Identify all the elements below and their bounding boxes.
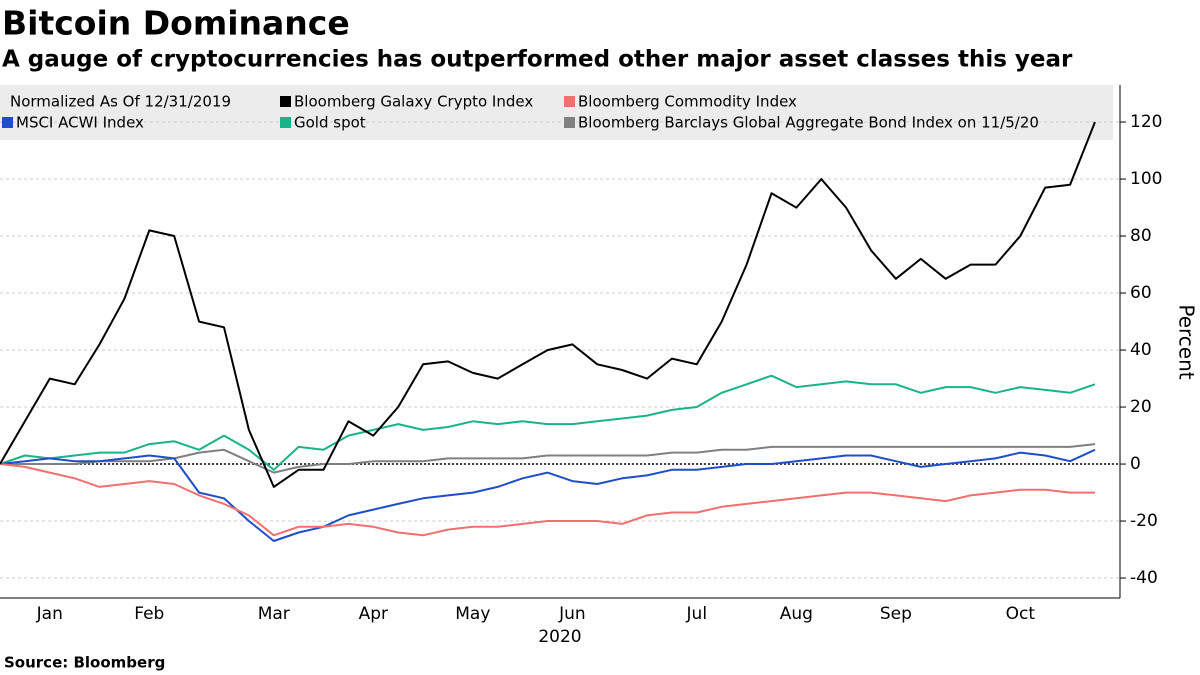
- y-tick-label: 20: [1130, 397, 1152, 417]
- legend-swatch: [280, 96, 291, 107]
- y-tick-label: -20: [1130, 511, 1158, 531]
- legend-swatch: [280, 117, 291, 128]
- series-line: [0, 121, 1096, 488]
- series-line: [0, 374, 1096, 471]
- x-tick-label: Aug: [780, 604, 813, 624]
- chart-title: Bitcoin Dominance: [2, 4, 350, 43]
- x-axis-label: 2020: [538, 627, 581, 647]
- x-tick-label: May: [455, 604, 490, 624]
- y-tick-label: 80: [1130, 226, 1152, 246]
- y-axis-label: Percent: [1175, 304, 1199, 379]
- series-line: [0, 463, 1095, 537]
- x-tick-label: Sep: [880, 604, 912, 624]
- source: Source: Bloomberg: [4, 654, 165, 672]
- x-tick-label: Apr: [359, 604, 388, 624]
- x-tick-label: Jun: [558, 604, 586, 624]
- y-tick-label: 100: [1130, 169, 1162, 189]
- chart-subtitle: A gauge of cryptocurrencies has outperfo…: [2, 47, 1073, 73]
- x-tick-label: Feb: [134, 604, 164, 624]
- x-tick-label: Jul: [686, 604, 708, 624]
- y-tick-label: 0: [1130, 454, 1141, 474]
- legend-label: Bloomberg Galaxy Crypto Index: [294, 93, 533, 111]
- y-tick-label: 40: [1130, 340, 1152, 360]
- legend-box: [0, 85, 1113, 140]
- x-tick-label: Mar: [258, 604, 290, 624]
- y-tick-label: -40: [1130, 568, 1158, 588]
- legend-label: Bloomberg Barclays Global Aggregate Bond…: [578, 114, 1039, 132]
- series-line: [0, 448, 1096, 542]
- legend-swatch: [564, 117, 575, 128]
- legend-label: MSCI ACWI Index: [16, 114, 144, 132]
- legend-swatch: [564, 96, 575, 107]
- legend-label: Bloomberg Commodity Index: [578, 93, 797, 111]
- x-tick-label: Jan: [36, 604, 63, 624]
- y-tick-label: 120: [1130, 112, 1162, 132]
- x-tick-label: Oct: [1006, 604, 1036, 624]
- legend-title: Normalized As Of 12/31/2019: [10, 93, 231, 111]
- legend-label: Gold spot: [294, 114, 366, 132]
- legend-swatch: [2, 117, 13, 128]
- series-line: [0, 443, 1096, 474]
- y-tick-label: 60: [1130, 283, 1152, 303]
